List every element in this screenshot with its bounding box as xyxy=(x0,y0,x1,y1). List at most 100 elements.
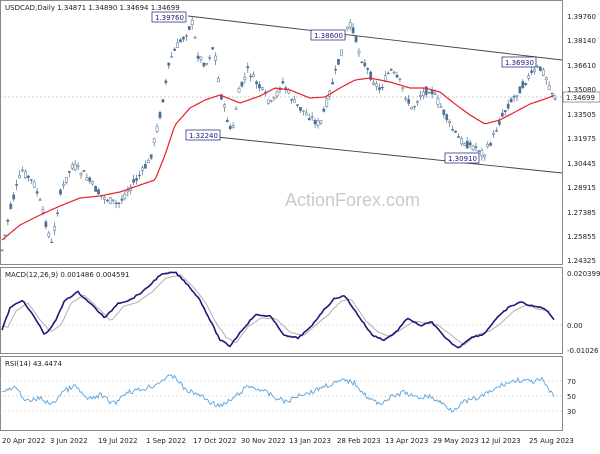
candle-body xyxy=(500,112,504,117)
candle-body xyxy=(231,125,235,128)
candle-body xyxy=(56,212,59,214)
candle-body xyxy=(460,137,463,145)
candle-body xyxy=(474,146,478,148)
candle-body xyxy=(152,138,156,143)
candle-body xyxy=(366,68,370,70)
candle-body xyxy=(18,174,21,178)
candle-body xyxy=(489,142,492,146)
macd-tick: -0.01026 xyxy=(567,347,599,355)
candle-body xyxy=(419,95,422,97)
candle-body xyxy=(38,199,42,201)
price-tick: 1.36610 xyxy=(567,62,596,70)
candle-body xyxy=(293,99,296,103)
candle-body xyxy=(313,119,317,125)
x-tick: 1 Sep 2022 xyxy=(146,437,186,445)
candle-body xyxy=(228,126,232,130)
candle-body xyxy=(275,91,279,97)
candle-body xyxy=(205,63,209,65)
price-tick: 1.27385 xyxy=(567,209,596,217)
candle-body xyxy=(345,26,349,29)
channel-lower-line xyxy=(187,133,563,174)
level-label: 1.36930 xyxy=(505,59,534,67)
channel-upper-line xyxy=(187,15,563,61)
candle-body xyxy=(237,88,241,93)
candle-body xyxy=(480,150,484,157)
candle-body xyxy=(161,99,165,103)
candle-body xyxy=(70,164,74,169)
candle-body xyxy=(521,81,525,88)
candle-body xyxy=(547,85,551,90)
candle-body xyxy=(383,75,387,82)
candle-body xyxy=(73,164,77,171)
price-tick: 1.24325 xyxy=(567,257,596,265)
candle-body xyxy=(357,50,361,54)
x-tick: 30 Nov 2022 xyxy=(241,437,286,445)
candle-body xyxy=(24,171,27,179)
candle-body xyxy=(290,99,294,101)
x-tick: 12 Jul 2023 xyxy=(481,437,521,445)
candle-body xyxy=(421,91,425,96)
price-header: USDCAD,Daily 1.34871 1.34890 1.34694 1.3… xyxy=(5,4,180,12)
candle-body xyxy=(389,69,393,71)
moving-average-line xyxy=(1,77,555,241)
candle-body xyxy=(486,144,490,148)
candle-body xyxy=(138,174,141,177)
level-box-1: 1.39760 xyxy=(151,11,187,23)
candle-body xyxy=(413,106,416,108)
candle-body xyxy=(179,39,182,42)
candle-body xyxy=(135,178,138,181)
candle-body xyxy=(15,184,18,186)
candle-body xyxy=(527,75,531,79)
candle-body xyxy=(155,126,159,132)
candle-body xyxy=(50,241,54,244)
level-box-2: 1.38600 xyxy=(310,29,346,41)
x-tick: 13 Apr 2023 xyxy=(385,437,428,445)
candle-body xyxy=(12,194,16,200)
candle-body xyxy=(158,112,162,118)
candle-body xyxy=(9,203,13,209)
candle-body xyxy=(190,19,194,26)
candle-body xyxy=(302,110,305,112)
candle-body xyxy=(410,106,413,110)
candle-body xyxy=(363,62,367,67)
candle-body xyxy=(167,62,171,66)
candle-body xyxy=(234,108,238,110)
macd-tick: 0.00 xyxy=(567,322,583,330)
candle-body xyxy=(550,92,554,95)
candle-body xyxy=(164,80,168,83)
candle-body xyxy=(208,57,212,59)
candle-body xyxy=(325,98,329,107)
candle-body xyxy=(477,150,481,152)
candle-body xyxy=(381,86,384,89)
candle-body xyxy=(53,226,57,231)
candle-body xyxy=(144,163,147,169)
candle-body xyxy=(515,94,519,98)
candle-body xyxy=(184,35,188,37)
current-price-box xyxy=(562,91,600,103)
candle-body xyxy=(187,26,191,30)
candle-body xyxy=(541,69,545,76)
x-tick: 17 Oct 2022 xyxy=(193,437,236,445)
candle-body xyxy=(272,96,276,100)
candle-body xyxy=(404,97,408,100)
candle-body xyxy=(91,181,95,185)
candle-body xyxy=(471,145,475,151)
rsi-tick: 30 xyxy=(567,408,576,416)
candle-body xyxy=(255,81,258,85)
candle-body xyxy=(483,154,487,158)
candle-body xyxy=(173,48,176,51)
candle-body xyxy=(0,249,4,251)
candle-body xyxy=(202,62,206,67)
candle-body xyxy=(512,96,516,98)
candle-body xyxy=(465,140,469,149)
candle-body xyxy=(433,93,437,95)
candle-body xyxy=(29,179,33,181)
candle-body xyxy=(319,120,323,124)
candle-body xyxy=(448,121,452,124)
candle-body xyxy=(509,98,513,103)
candle-body xyxy=(340,49,343,56)
candle-body xyxy=(395,74,399,78)
candle-body xyxy=(439,106,443,108)
price-tick: 1.38140 xyxy=(567,37,596,45)
candle-body xyxy=(67,171,71,173)
